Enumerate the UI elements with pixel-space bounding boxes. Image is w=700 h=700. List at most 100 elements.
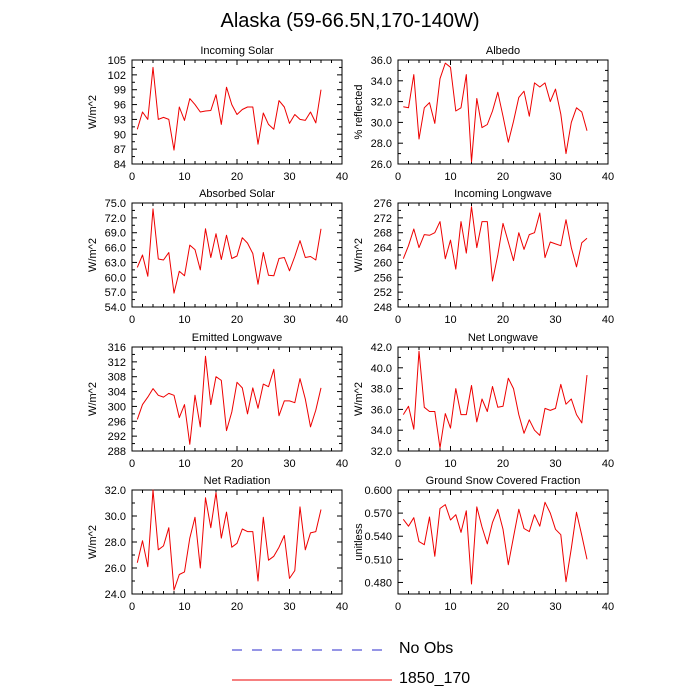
panel-8-ytick-label: 0.540	[364, 531, 392, 543]
panel-7-xtick-label: 40	[336, 601, 348, 613]
panel-6-xtick-label: 10	[444, 458, 456, 470]
panel-3-ytick-label: 75.0	[105, 198, 126, 210]
panel-1-xtick-label: 40	[336, 171, 348, 183]
panel-8-ytick-label: 0.600	[364, 485, 392, 497]
panel-8-xtick-label: 20	[497, 601, 509, 613]
panel-8-frame	[397, 489, 609, 595]
panel-3-ytick-label: 72.0	[105, 213, 126, 225]
panel-2-xtick-label: 40	[602, 171, 614, 183]
panel-7-ytick-label: 32.0	[105, 485, 126, 497]
panel-4-xtick-label: 40	[602, 314, 614, 326]
panel-4-ytick-label: 272	[374, 213, 392, 225]
panel-5-xtick-label: 10	[178, 458, 190, 470]
panel-3-title: Absorbed Solar	[199, 188, 275, 200]
panel-3-ytick-label: 63.0	[105, 257, 126, 269]
panel-6-xtick-label: 40	[602, 458, 614, 470]
panel-5-xtick-label: 40	[336, 458, 348, 470]
panel-2-ytick-label: 32.0	[371, 97, 392, 109]
panel-7-xtick-label: 20	[231, 601, 243, 613]
panel-6-ytick-label: 32.0	[371, 446, 392, 458]
panel-4-xtick-label: 20	[497, 314, 509, 326]
panel-5-xtick-label: 0	[129, 458, 135, 470]
panel-8-xtick-label: 40	[602, 601, 614, 613]
panel-4-ytick-label: 248	[374, 302, 392, 314]
panel-5-ytick-label: 308	[108, 372, 126, 384]
panel-6-series-line	[402, 350, 588, 449]
panel-4-ytick-label: 264	[374, 243, 392, 255]
panel-1-xtick-label: 0	[129, 171, 135, 183]
panel-4-frame	[397, 202, 609, 308]
panel-1-xtick-label: 20	[231, 171, 243, 183]
panel-2-xtick-label: 10	[444, 171, 456, 183]
panel-5-series-line	[136, 355, 322, 445]
panel-8-title: Ground Snow Covered Fraction	[426, 475, 581, 487]
panel-7-ylabel: W/m^2	[87, 525, 99, 559]
panel-1-ylabel: W/m^2	[87, 95, 99, 129]
panel-1-ytick-label: 84	[114, 159, 126, 171]
panel-5-xtick-label: 20	[231, 458, 243, 470]
panel-7-ytick-label: 24.0	[105, 589, 126, 601]
panel-1-ytick-label: 99	[114, 85, 126, 97]
panel-2-ytick-label: 26.0	[371, 159, 392, 171]
panel-6-ytick-label: 34.0	[371, 425, 392, 437]
panel-2-ytick-label: 34.0	[371, 76, 392, 88]
panel-2-ytick-label: 30.0	[371, 117, 392, 129]
panel-5-ytick-label: 292	[108, 431, 126, 443]
panel-7-xtick-label: 10	[178, 601, 190, 613]
panel-6-title: Net Longwave	[468, 332, 538, 344]
panel-5-ytick-label: 316	[108, 342, 126, 354]
panel-3-ytick-label: 60.0	[105, 272, 126, 284]
panel-4-ytick-label: 256	[374, 272, 392, 284]
panel-2-ytick-label: 28.0	[371, 138, 392, 150]
panel-4-series-line	[402, 206, 588, 282]
panel-3-ytick-label: 69.0	[105, 228, 126, 240]
panel-3-xtick-label: 10	[178, 314, 190, 326]
panel-2-xtick-label: 0	[395, 171, 401, 183]
panel-8-ylabel: unitless	[353, 523, 365, 561]
panel-4-xtick-label: 10	[444, 314, 456, 326]
panel-4-ylabel: W/m^2	[353, 238, 365, 272]
panel-5-frame	[131, 346, 343, 452]
panel-2-frame	[397, 59, 609, 165]
panel-6-ytick-label: 42.0	[371, 342, 392, 354]
panel-1-title: Incoming Solar	[200, 45, 274, 57]
panel-1-ytick-label: 90	[114, 129, 126, 141]
legend-label-1850-170: 1850_170	[399, 670, 471, 687]
panel-5-ytick-label: 288	[108, 446, 126, 458]
panel-7-ytick-label: 26.0	[105, 563, 126, 575]
panel-8-xtick-label: 10	[444, 601, 456, 613]
panel-6-ylabel: W/m^2	[353, 382, 365, 416]
panel-5-xtick-label: 30	[283, 458, 295, 470]
panel-1-xtick-label: 30	[283, 171, 295, 183]
panel-5-ytick-label: 300	[108, 401, 126, 413]
panel-7-xtick-label: 0	[129, 601, 135, 613]
panel-2-xtick-label: 30	[549, 171, 561, 183]
panel-7-ytick-label: 30.0	[105, 511, 126, 523]
panel-4-xtick-label: 0	[395, 314, 401, 326]
panel-2-ylabel: % reflected	[353, 84, 365, 139]
panel-1-ytick-label: 96	[114, 100, 126, 112]
panel-6-xtick-label: 20	[497, 458, 509, 470]
panel-8-series-line	[402, 501, 588, 585]
panel-3-xtick-label: 0	[129, 314, 135, 326]
panel-1-ytick-label: 102	[108, 70, 126, 82]
panel-2-xtick-label: 20	[497, 171, 509, 183]
panel-7-series-line	[136, 489, 322, 591]
panel-7-title: Net Radiation	[204, 475, 271, 487]
panel-1-ytick-label: 93	[114, 114, 126, 126]
legend-label-no-obs: No Obs	[399, 640, 454, 657]
panel-5-ytick-label: 296	[108, 416, 126, 428]
panel-1-series-line	[136, 66, 322, 151]
panel-4-ytick-label: 260	[374, 257, 392, 269]
panel-5-ytick-label: 304	[108, 387, 126, 399]
panel-6-frame	[397, 346, 609, 452]
panel-8-ytick-label: 0.570	[364, 508, 392, 520]
panel-5-ylabel: W/m^2	[87, 382, 99, 416]
panel-3-ytick-label: 54.0	[105, 302, 126, 314]
panel-5-title: Emitted Longwave	[192, 332, 283, 344]
panel-2-title: Albedo	[486, 45, 520, 57]
panel-6-ytick-label: 38.0	[371, 384, 392, 396]
panel-3-ytick-label: 66.0	[105, 243, 126, 255]
figure-title: Alaska (59-66.5N,170-140W)	[220, 10, 480, 32]
